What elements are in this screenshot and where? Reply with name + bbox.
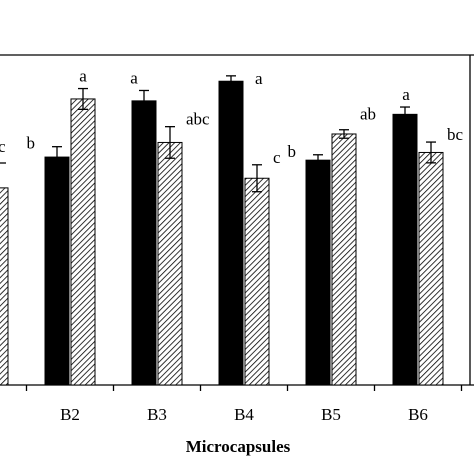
solid-bar [218, 80, 244, 386]
solid-bar [131, 100, 157, 386]
significance-label: a [255, 69, 263, 88]
hatched-bar [331, 133, 357, 386]
significance-label: ab [360, 105, 376, 124]
significance-label: a [79, 67, 87, 86]
solid-bar [392, 113, 418, 386]
x-axis-title: Microcapsules [186, 437, 291, 456]
solid-bar [44, 156, 70, 386]
significance-label: c [0, 137, 6, 156]
x-tick-label: B3 [147, 405, 167, 424]
significance-label: a [130, 68, 138, 87]
solid-bar [305, 159, 331, 386]
significance-label: abc [186, 110, 210, 129]
significance-label: c [273, 148, 281, 167]
hatched-bar [70, 98, 96, 386]
hatched-bar [244, 177, 270, 386]
significance-label: a [402, 85, 410, 104]
x-tick-label: B5 [321, 405, 341, 424]
significance-label: b [27, 134, 36, 153]
x-tick-label: B4 [234, 405, 254, 424]
x-tick-label: B2 [60, 405, 80, 424]
significance-label: b [288, 142, 297, 161]
significance-label: bc [447, 125, 464, 144]
hatched-bar [157, 141, 183, 386]
x-tick-label: B6 [408, 405, 428, 424]
hatched-bar [418, 151, 444, 386]
hatched-bar [0, 187, 9, 386]
